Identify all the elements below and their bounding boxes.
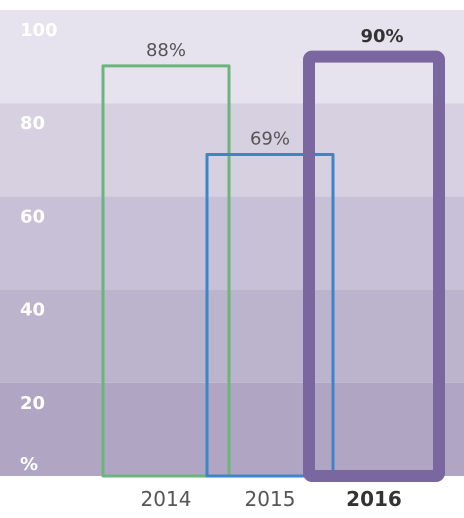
bar-2014 [101, 64, 231, 478]
bars [101, 50, 445, 482]
bar-2016 [303, 50, 445, 482]
x-axis-labels: 2014 2015 2016 [141, 487, 402, 511]
background-band-3 [0, 103, 464, 197]
background-bands [0, 10, 464, 476]
y-tick-label: 80 [20, 113, 45, 134]
bar-2015 [205, 152, 335, 478]
x-tick-label-2015: 2015 [245, 487, 296, 511]
y-axis-ticks: 20 40 60 80 100 [20, 20, 58, 414]
data-label-2014: 88% [146, 40, 186, 61]
x-tick-label-2016: 2016 [346, 487, 402, 511]
y-tick-label: 100 [20, 20, 58, 41]
y-tick-label: 20 [20, 393, 45, 414]
data-label-2016: 90% [360, 26, 403, 47]
y-tick-label: 40 [20, 300, 45, 321]
data-label-2015: 69% [250, 128, 290, 149]
background-band-2 [0, 196, 464, 290]
x-tick-label-2014: 2014 [141, 487, 192, 511]
value-labels: 88% 69% 90% [146, 26, 404, 149]
y-tick-label: 60 [20, 206, 45, 227]
background-band-1 [0, 289, 464, 383]
background-band-0 [0, 382, 464, 476]
y-unit-label: % [20, 454, 38, 475]
